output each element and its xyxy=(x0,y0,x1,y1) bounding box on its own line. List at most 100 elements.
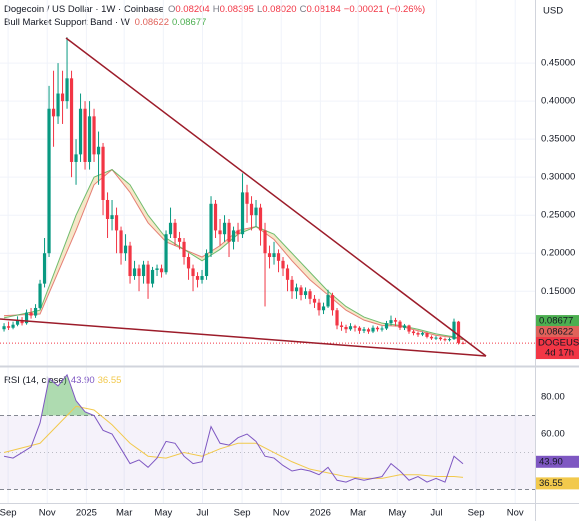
candle-body xyxy=(105,199,110,219)
candle-body xyxy=(11,324,15,328)
candle-body xyxy=(240,192,245,235)
candle-body xyxy=(380,328,384,330)
candle-body xyxy=(456,321,461,343)
x-tick-label: Sep xyxy=(234,508,251,519)
y-tick-label: 0.45000 xyxy=(541,58,575,69)
candle-body xyxy=(317,302,321,311)
candle-body xyxy=(92,116,96,155)
candle-body xyxy=(254,207,258,216)
y-tick-label: 60.00 xyxy=(541,429,565,440)
candle-body xyxy=(294,287,299,292)
candle-body xyxy=(330,295,335,311)
candle-body xyxy=(33,307,38,316)
x-tick-label: 2025 xyxy=(76,508,97,519)
candle-body xyxy=(132,268,137,277)
candle-body xyxy=(335,310,339,326)
y-tick-label: 0.15000 xyxy=(541,286,575,297)
rsi-title: RSI (14, close) xyxy=(4,375,67,386)
ohlc-value: 0.08204 xyxy=(175,4,209,15)
ohlc-key: H xyxy=(213,4,220,15)
countdown-tag: 4d 17h xyxy=(545,348,574,359)
x-tick-label: Mar xyxy=(350,508,366,519)
candle-body xyxy=(6,326,11,328)
candle-body xyxy=(195,276,200,280)
rsi-legend: RSI (14, close) 43.90 36.55 xyxy=(4,375,121,386)
ohlc-key: L xyxy=(257,4,262,15)
candle-body xyxy=(123,245,128,254)
overbought-fill xyxy=(41,374,95,416)
candle-body xyxy=(191,268,195,277)
candle-body xyxy=(218,230,222,235)
band-tag-bg xyxy=(536,326,579,339)
candle-body xyxy=(411,331,416,334)
candle-body xyxy=(51,108,56,117)
candle-body xyxy=(213,203,218,231)
candle-body xyxy=(15,320,20,325)
candle-body xyxy=(353,326,357,328)
band-legend: Bull Market Support Band · W 0.08622 0.086… xyxy=(4,17,206,28)
band-fill xyxy=(4,169,464,340)
y-tick-label: 0.40000 xyxy=(541,96,575,107)
candle-body xyxy=(290,279,294,292)
x-tick-label: Mar xyxy=(116,508,132,519)
candle-body xyxy=(186,257,191,269)
candle-body xyxy=(276,253,281,261)
candle-body xyxy=(438,337,443,340)
candle-body xyxy=(425,333,429,337)
candle-body xyxy=(146,264,150,284)
band-tag: 0.08622 xyxy=(539,327,573,338)
candle-body xyxy=(402,325,407,328)
candle-body xyxy=(375,327,380,330)
candle-body xyxy=(398,321,402,328)
candle-body xyxy=(348,326,353,330)
candle-body xyxy=(245,192,249,204)
price-tag-bg xyxy=(536,337,579,360)
candle-body xyxy=(407,325,411,332)
candle-body xyxy=(321,306,326,311)
candle-body xyxy=(60,93,65,102)
candle-body xyxy=(281,260,285,269)
candle-body xyxy=(222,222,227,235)
candle-body xyxy=(78,108,83,155)
candle-body xyxy=(128,245,132,277)
candle-body xyxy=(74,154,78,162)
candle-body xyxy=(177,238,182,242)
candle-body xyxy=(20,320,24,324)
ohlc-value: −0.00021 (−0.26%) xyxy=(344,4,425,15)
candle-body xyxy=(326,295,330,307)
candle-body xyxy=(461,342,465,344)
candle-body xyxy=(429,336,434,339)
x-tick-label: Jul xyxy=(430,508,442,519)
candle-body xyxy=(272,253,276,258)
candle-body xyxy=(141,264,146,277)
candle-body xyxy=(110,215,114,219)
x-tick-label: May xyxy=(388,508,406,519)
candle-body xyxy=(96,146,101,155)
candle-body xyxy=(200,276,204,280)
band-value-0: 0.08622 xyxy=(135,17,169,28)
candle-body xyxy=(420,333,425,335)
candle-body xyxy=(258,207,263,231)
candle-body xyxy=(2,326,6,330)
symbol-tag: DOGEUSD xyxy=(538,338,579,349)
x-tick-label: Nov xyxy=(273,508,290,519)
symbol-title: Dogecoin / US Dollar · 1W · Coinbase xyxy=(4,4,164,15)
y-tick-label: 0.20000 xyxy=(541,248,575,259)
candle-body xyxy=(231,230,236,242)
candle-body xyxy=(65,78,69,102)
rsi-line xyxy=(3,405,464,479)
x-tick-label: 2026 xyxy=(310,508,331,519)
ohlc-value: 0.08184 xyxy=(306,4,340,15)
y-tick-label: 0.35000 xyxy=(541,134,575,145)
ohlc-key: O xyxy=(168,4,175,15)
y-tick-label: 0.25000 xyxy=(541,210,575,221)
rsi-tag: 36.55 xyxy=(539,478,563,489)
x-tick-label: Nov xyxy=(507,508,524,519)
x-tick-label: Sep xyxy=(0,508,17,519)
candle-body xyxy=(114,215,119,231)
y-tick-label: 0.30000 xyxy=(541,172,575,183)
band-tag-bg xyxy=(536,315,579,328)
candle-body xyxy=(447,339,452,341)
candle-body xyxy=(56,93,60,117)
